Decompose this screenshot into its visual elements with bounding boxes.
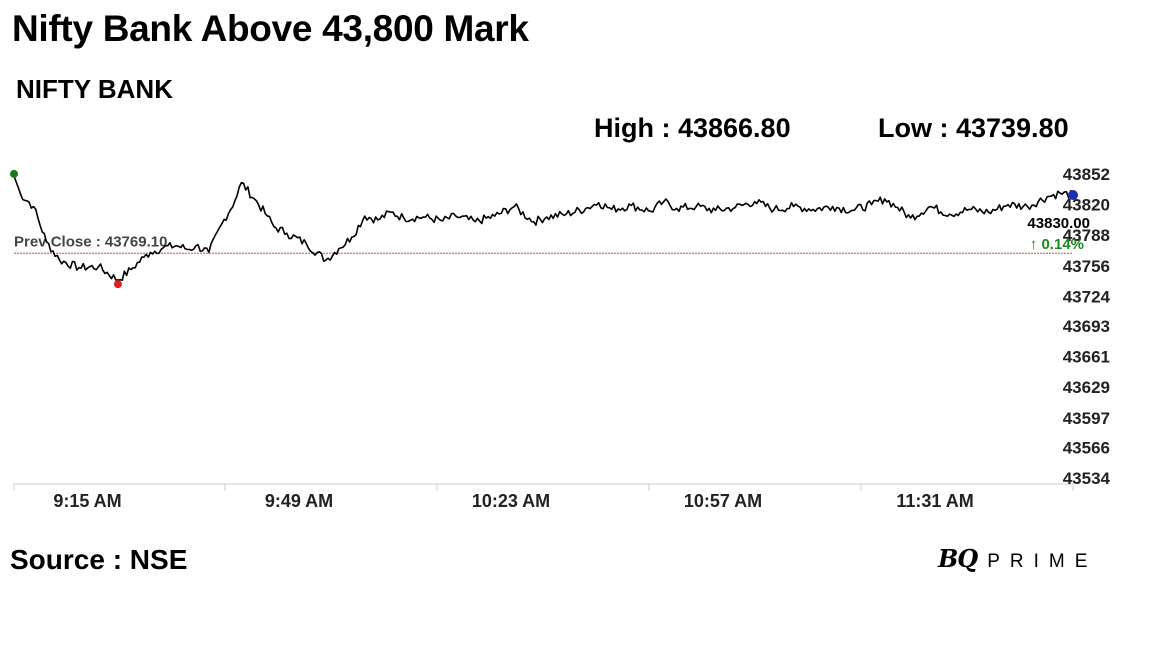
index-name: NIFTY BANK: [16, 74, 173, 104]
y-tick-label: 43852: [1063, 165, 1110, 184]
brand-mark: BQ: [938, 544, 978, 573]
brand-word: PRIME: [987, 551, 1098, 572]
y-tick-label: 43724: [1063, 287, 1111, 306]
x-tick-label: 11:31 AM: [896, 491, 973, 511]
y-tick-label: 43820: [1063, 196, 1110, 215]
x-tick-label: 9:15 AM: [53, 491, 121, 511]
brand-logo: BQ PRIME: [938, 544, 1097, 573]
y-tick-label: 43534: [1063, 469, 1111, 488]
last-point-marker: [1068, 190, 1078, 201]
low-point-marker: [113, 280, 122, 289]
source-label: Source : NSE: [10, 544, 188, 575]
open-point-marker: [10, 169, 18, 178]
low-value: Low : 43739.80: [878, 113, 1069, 143]
prev-close-group: Prev Close : 43769.10: [14, 233, 1073, 254]
y-tick-label: 43566: [1063, 438, 1110, 457]
chart-axes: 43852 43820 43788 43756 43724 43693 43661 43629…: [13, 165, 1111, 511]
annotations: 43830.00 ↑ 0.14%: [1027, 215, 1090, 253]
chart-title: Nifty Bank Above 43,800 Mark: [12, 8, 529, 49]
high-value: High : 43866.80: [594, 113, 791, 143]
y-tick-label: 43756: [1063, 257, 1110, 276]
y-tick-label: 43788: [1063, 226, 1110, 245]
price-chart: 43852 43820 43788 43756 43724 43693 43661 43629…: [10, 165, 1111, 511]
x-tick-label: 10:23 AM: [472, 491, 550, 511]
y-tick-label: 43661: [1063, 348, 1110, 367]
y-tick-label: 43629: [1063, 378, 1110, 397]
prev-close-label: Prev Close : 43769.10: [14, 233, 167, 250]
x-tick-label: 10:57 AM: [684, 491, 762, 511]
price-line: [13, 175, 1074, 281]
y-tick-label: 43597: [1063, 409, 1110, 428]
x-tick-label: 9:49 AM: [265, 491, 333, 511]
last-value-label: 43830.00: [1027, 215, 1090, 232]
y-tick-label: 43693: [1063, 317, 1110, 336]
change-percent-label: ↑ 0.14%: [1030, 236, 1084, 253]
plot-area: [10, 169, 1078, 289]
